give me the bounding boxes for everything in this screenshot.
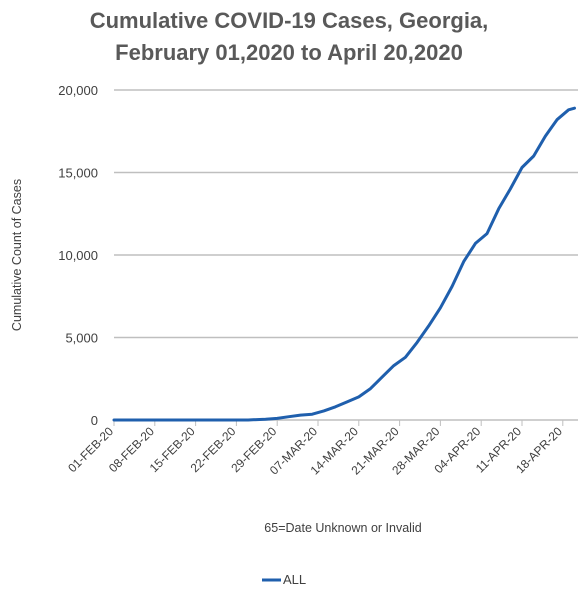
y-axis-label: Cumulative Count of Cases [10,179,24,331]
x-axis-label: 65=Date Unknown or Invalid [264,521,421,535]
y-tick-label: 0 [91,413,98,428]
series-line-all [112,106,576,422]
y-tick-label: 10,000 [58,248,98,263]
legend-label-all: ALL [283,572,306,587]
chart-title-line-2: February 01,2020 to April 20,2020 [115,40,463,65]
y-tick-label: 20,000 [58,83,98,98]
chart-title-line-1: Cumulative COVID-19 Cases, Georgia, [89,8,489,33]
y-tick-label: 5,000 [65,331,98,346]
y-tick-label: 15,000 [58,166,98,181]
